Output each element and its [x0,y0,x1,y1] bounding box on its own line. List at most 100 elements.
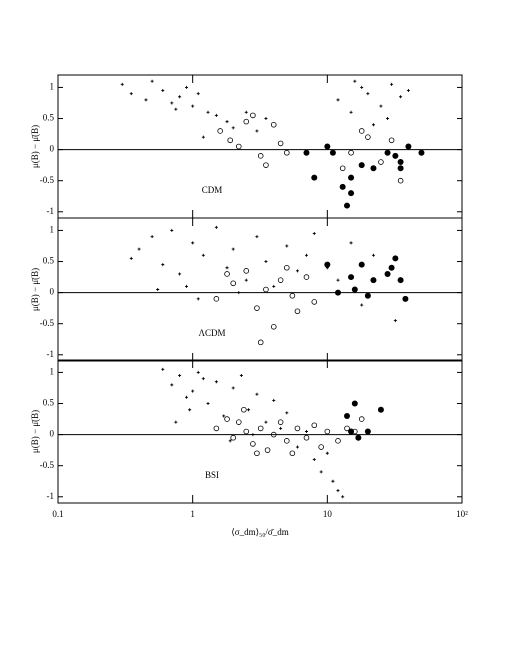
point [331,479,335,483]
point [257,425,264,432]
y-axis-label: μ(B) − μ̄(B) [30,268,40,311]
panel-label: BSI [205,470,219,480]
x-tick-label: 0.1 [52,509,63,519]
point [351,400,358,407]
point [224,416,230,422]
point [178,272,182,276]
point [228,439,232,443]
x-axis-label: ⟨σ_dm⟩₅₀/σ̄_dm [231,527,289,537]
y-tick-label: 0 [50,144,55,154]
point [294,425,301,432]
point [303,434,310,441]
point [348,174,355,181]
y-tick-label: 0 [50,429,55,439]
point [161,263,165,267]
point [217,128,223,134]
point [324,143,331,150]
point [235,419,242,425]
point [324,428,331,435]
point [289,450,296,457]
point [247,408,251,412]
point [129,92,133,96]
point [325,451,329,455]
y-tick-label: 0.5 [43,256,55,266]
point [339,165,346,172]
point [264,447,271,453]
point [379,104,383,108]
x-tick-label: 1 [190,509,195,519]
point [250,112,256,119]
point [244,278,248,282]
y-axis-label: μ(B) − μ̄(B) [30,125,40,168]
point [277,140,284,147]
point [283,264,290,271]
point [294,308,301,315]
point [371,123,375,127]
point [270,121,277,128]
y-tick-label: -0.5 [40,175,55,185]
point [348,190,355,197]
y-tick-label: 0 [50,287,55,297]
panel-label: ΛCDM [198,328,225,338]
point [285,244,289,248]
point [231,386,235,390]
point [178,95,182,99]
y-tick-label: 1 [50,81,55,91]
point [263,286,269,293]
point [201,253,205,257]
point [358,162,365,169]
point [397,165,404,172]
point [360,303,364,307]
y-tick-label: -1 [47,491,55,501]
point [295,445,299,449]
point [254,450,260,457]
point [312,232,316,236]
point [213,425,220,432]
point [304,430,308,433]
point [196,297,200,301]
point [144,98,148,102]
point [358,128,365,134]
point [341,495,345,499]
point [329,149,336,156]
y-tick-label: 1 [50,366,55,376]
point [279,426,283,430]
point [339,183,346,190]
point [230,280,237,287]
point [191,389,195,393]
point [178,374,182,378]
point [224,271,230,277]
point [303,274,310,280]
point [272,398,276,402]
point [392,255,399,262]
point [388,264,395,271]
point [336,278,340,282]
y-tick-label: -1 [47,206,55,216]
point [283,149,290,156]
point [303,149,310,156]
point [311,299,318,305]
point [311,422,318,429]
y-tick-label: -1 [47,349,55,359]
point [370,277,377,284]
point [243,118,250,125]
point [222,414,226,418]
point [295,269,299,273]
point [355,434,362,441]
point [348,149,354,156]
point [386,117,390,121]
point [285,411,289,415]
point [384,149,391,156]
point [324,261,331,268]
point [161,89,165,93]
point [196,92,200,96]
point [344,412,351,419]
point [283,438,290,444]
point [264,260,268,264]
point [344,425,350,432]
point [353,79,357,83]
point [405,143,412,150]
point [272,284,276,288]
point [241,406,247,413]
